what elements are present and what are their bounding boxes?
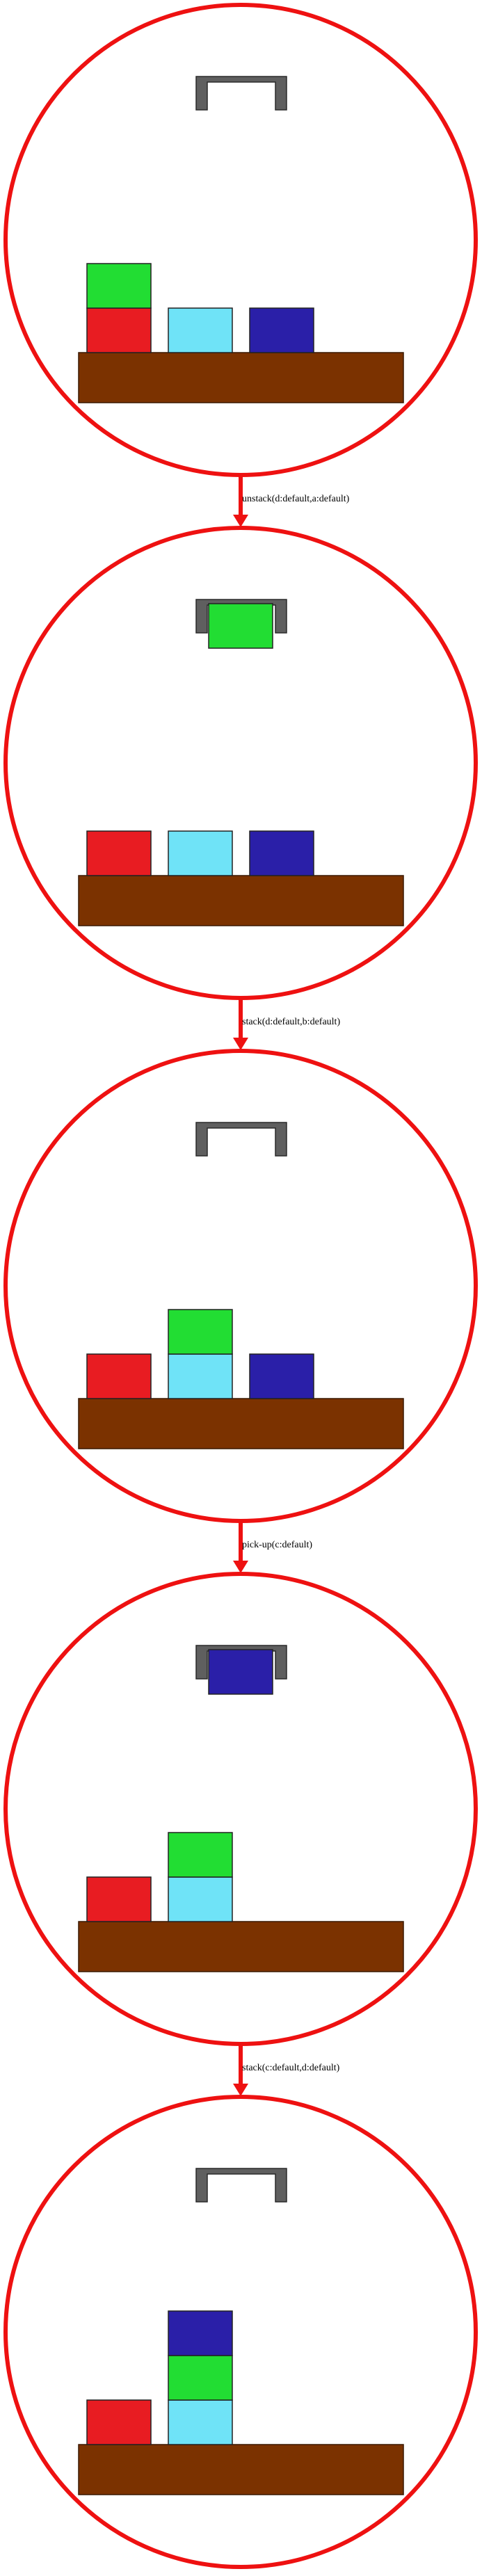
transition-arrow-head [233,1038,248,1050]
block-a [86,830,152,876]
block-c [249,830,314,876]
action-label: stack(d:default,b:default) [242,1017,340,1027]
gripper [195,599,287,634]
block-b [168,1353,233,1399]
action-label: unstack(d:default,a:default) [242,494,350,504]
block-a [86,1353,152,1399]
state-circle [3,1572,478,2046]
held-block-c [208,1649,273,1695]
state-1 [3,3,478,477]
block-a [86,307,152,353]
table [78,352,404,403]
block-c [249,1353,314,1399]
state-5 [3,2095,478,2569]
transition-3: pick-up(c:default) [233,1522,312,1573]
state-circle [3,3,478,477]
table [78,875,404,926]
block-c [249,307,314,353]
state-circle [3,526,478,1000]
block-d [168,1309,233,1355]
block-d [168,1832,233,1878]
transition-2: stack(d:default,b:default) [233,999,340,1050]
block-c [168,2310,233,2356]
transition-4: stack(c:default,d:default) [233,2045,340,2096]
block-b [168,1876,233,1922]
transition-arrow-head [233,2084,248,2096]
gripper [195,1645,287,1680]
block-b [168,2399,233,2445]
table [78,2444,404,2495]
block-a [86,1876,152,1922]
table [78,1398,404,1449]
block-d [86,263,152,309]
transition-arrow-head [233,1561,248,1573]
block-b [168,830,233,876]
state-4 [3,1572,478,2046]
transition-arrow-head [233,515,248,527]
action-label: pick-up(c:default) [242,1540,312,1550]
transition-1: unstack(d:default,a:default) [233,476,350,527]
gripper [195,1122,287,1157]
state-circle [3,2095,478,2569]
block-d [168,2355,233,2401]
block-b [168,307,233,353]
block-a [86,2399,152,2445]
gripper [195,76,287,111]
state-3 [3,1049,478,1523]
held-block-d [208,603,273,649]
table [78,1921,404,1972]
action-label: stack(c:default,d:default) [242,2063,340,2073]
state-circle [3,1049,478,1523]
state-2 [3,526,478,1000]
gripper [195,2168,287,2203]
